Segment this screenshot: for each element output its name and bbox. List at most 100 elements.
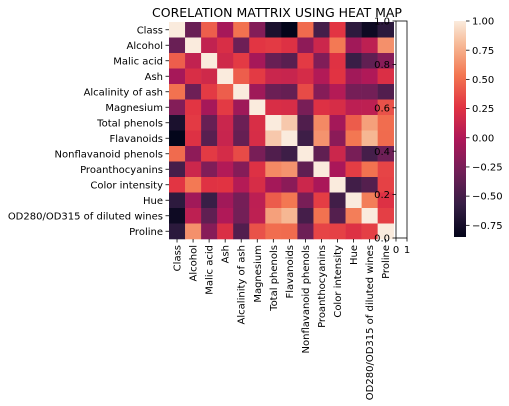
heatmap-cell [233, 68, 250, 85]
heatmap-cell [249, 84, 266, 100]
heatmap-cell [329, 84, 346, 100]
heatmap-cell [185, 208, 202, 224]
heatmap-cell [313, 37, 330, 54]
heatmap-cell [329, 68, 346, 85]
heatmap-cell [233, 37, 250, 54]
heatmap-cell [185, 99, 202, 116]
x-tick-labels: Class Alcohol Malic acid Ash Alcalinity of a… [173, 239, 392, 400]
heatmap-cell [185, 115, 202, 131]
heatmap-cell [169, 161, 186, 178]
y-tick-label: Color intensity [90, 180, 163, 191]
heatmap-cell [329, 99, 346, 116]
heatmap-cell [265, 68, 282, 85]
heatmap-cell [281, 37, 298, 54]
heatmap-cell [185, 37, 202, 54]
heatmap-cell [297, 130, 314, 147]
heatmap-cell [281, 177, 298, 193]
x-tick-label: Total phenols [269, 245, 280, 312]
heatmap-cell [265, 177, 282, 193]
heatmap-cell [345, 84, 362, 100]
heatmap-cell [249, 99, 266, 116]
secondary-y-tick-label: 0.6 [374, 103, 390, 114]
heatmap-cell [265, 208, 282, 224]
heatmap-cell [217, 37, 234, 54]
heatmap-cell [281, 208, 298, 224]
heatmap-cell [217, 146, 234, 162]
heatmap-cell [281, 161, 298, 178]
heatmap-cell [361, 161, 378, 178]
heatmap-cell [361, 22, 378, 38]
heatmap-cell [201, 130, 218, 147]
heatmap-cell [297, 161, 314, 178]
heatmap-cell [377, 192, 394, 209]
x-tick-label: OD280/OD315 of diluted wines [365, 245, 376, 400]
heatmap-cell [265, 99, 282, 116]
secondary-y-tick-label: 0.2 [374, 190, 390, 201]
heatmap-cell [169, 22, 186, 38]
heatmap-cell [297, 99, 314, 116]
heatmap-cell [233, 22, 250, 38]
y-tick-label: Alcalinity of ash [84, 87, 163, 98]
heatmap-cell [361, 130, 378, 147]
heatmap-cell [313, 208, 330, 224]
heatmap-cell [377, 177, 394, 193]
heatmap-cell [313, 177, 330, 193]
heatmap-cell [297, 146, 314, 162]
heatmap-cell [377, 130, 394, 147]
heatmap-cell [345, 192, 362, 209]
heatmap-cell [249, 177, 266, 193]
heatmap-cell [249, 192, 266, 209]
heatmap-cell [233, 223, 250, 240]
heatmap-cell [265, 37, 282, 54]
heatmap-cell [217, 223, 234, 240]
heatmap-cell [233, 192, 250, 209]
heatmap-cell [377, 161, 394, 178]
heatmap-cell [297, 115, 314, 131]
y-tick-label: Class [137, 25, 163, 36]
heatmap-cell [265, 192, 282, 209]
chart-title: CORELATION MATTRIX USING HEAT MAP [152, 5, 402, 20]
heatmap-cell [233, 130, 250, 147]
heatmap-cell [313, 22, 330, 38]
y-tick-label: Ash [145, 72, 163, 83]
heatmap-cell [201, 146, 218, 162]
heatmap-cell [185, 53, 202, 69]
colorbar: 1.00 0.75 0.50 0.25 0.00 −0.25 −0.50 −0.75 [454, 17, 503, 237]
x-tick-label: Malic acid [205, 245, 216, 295]
colorbar-tick-label: −0.25 [472, 163, 503, 174]
y-tick-label: Malic acid [113, 56, 163, 67]
heatmap-cell [361, 208, 378, 224]
heatmap-cell [265, 84, 282, 100]
heatmap-cell [233, 146, 250, 162]
y-tick-label: Magnesium [105, 103, 163, 114]
heatmap-cell [377, 37, 394, 54]
secondary-axes: 0.0 0.2 0.4 0.6 0.8 1.0 0 1 [374, 17, 410, 256]
heatmap-cell [233, 177, 250, 193]
heatmap-cell [329, 146, 346, 162]
heatmap-cell [377, 146, 394, 162]
heatmap-cell [345, 161, 362, 178]
heatmap-cell [313, 53, 330, 69]
heatmap-cell [329, 177, 346, 193]
heatmap-cell [201, 208, 218, 224]
heatmap-cell [201, 115, 218, 131]
x-tick-label: Proanthocyanins [317, 245, 328, 328]
colorbar-gradient [454, 21, 466, 237]
secondary-y-tick-label: 0.4 [374, 147, 390, 158]
heatmap-cell [281, 99, 298, 116]
heatmap-cell [169, 84, 186, 100]
heatmap-cell [313, 84, 330, 100]
heatmap-cell [345, 68, 362, 85]
heatmap-cell [297, 208, 314, 224]
heatmap-cell [265, 146, 282, 162]
heatmap-cell [281, 53, 298, 69]
heatmap-cell [169, 146, 186, 162]
heatmap-cell [281, 130, 298, 147]
heatmap-cell [169, 115, 186, 131]
x-tick-label: Proline [381, 245, 392, 279]
heatmap-cell [281, 223, 298, 240]
heatmap-cell [281, 115, 298, 131]
heatmap-cell [377, 223, 394, 240]
colorbar-tick-label: −0.75 [472, 221, 503, 232]
